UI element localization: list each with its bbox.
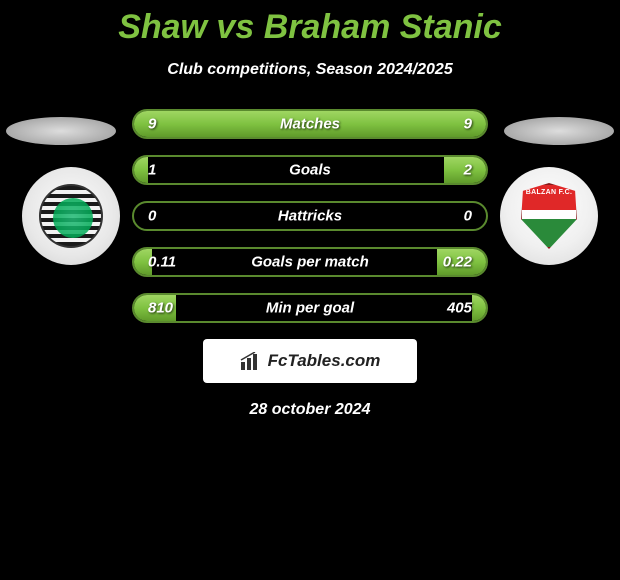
stat-fill-right: [472, 295, 486, 321]
stat-label: Matches: [280, 116, 340, 133]
stat-value-right: 0.22: [443, 254, 472, 271]
club-badge-right: BALZAN F.C.: [500, 167, 598, 265]
stat-value-left: 0: [148, 208, 156, 225]
stat-label: Goals per match: [251, 254, 369, 271]
stat-value-left: 1: [148, 162, 156, 179]
page-title: Shaw vs Braham Stanic: [0, 0, 620, 47]
stat-fill-left: [134, 157, 148, 183]
chart-bars-icon: [240, 352, 262, 370]
stat-value-right: 405: [447, 300, 472, 317]
club-right-crest-icon: BALZAN F.C.: [520, 183, 578, 249]
stat-bars-container: 9 9 Matches 1 2 Goals 0 0 Hattricks 0.11 0.22 Goals…: [132, 109, 488, 323]
stat-value-left: 810: [148, 300, 173, 317]
stat-value-right: 9: [464, 116, 472, 133]
subtitle: Club competitions, Season 2024/2025: [0, 61, 620, 79]
stat-bar: 9 9 Matches: [132, 109, 488, 139]
club-badge-left: [22, 167, 120, 265]
stat-bar: 1 2 Goals: [132, 155, 488, 185]
branding-text: FcTables.com: [268, 351, 381, 371]
stat-bar: 0.11 0.22 Goals per match: [132, 247, 488, 277]
club-right-label: BALZAN F.C.: [522, 185, 576, 196]
stat-value-left: 0.11: [148, 254, 176, 271]
stat-label: Goals: [289, 162, 331, 179]
stat-value-right: 2: [464, 162, 472, 179]
footer-date: 28 october 2024: [0, 401, 620, 419]
branding-box[interactable]: FcTables.com: [203, 339, 417, 383]
stat-value-right: 0: [464, 208, 472, 225]
club-left-crest-icon: [39, 184, 103, 248]
stat-value-left: 9: [148, 116, 156, 133]
player-right-placeholder: [504, 117, 614, 145]
stat-label: Hattricks: [278, 208, 342, 225]
stat-label: Min per goal: [266, 300, 354, 317]
stat-bar: 810 405 Min per goal: [132, 293, 488, 323]
stat-bar: 0 0 Hattricks: [132, 201, 488, 231]
comparison-area: BALZAN F.C. 99Matches12Goals00Hattricks0…: [0, 109, 620, 419]
player-left-placeholder: [6, 117, 116, 145]
